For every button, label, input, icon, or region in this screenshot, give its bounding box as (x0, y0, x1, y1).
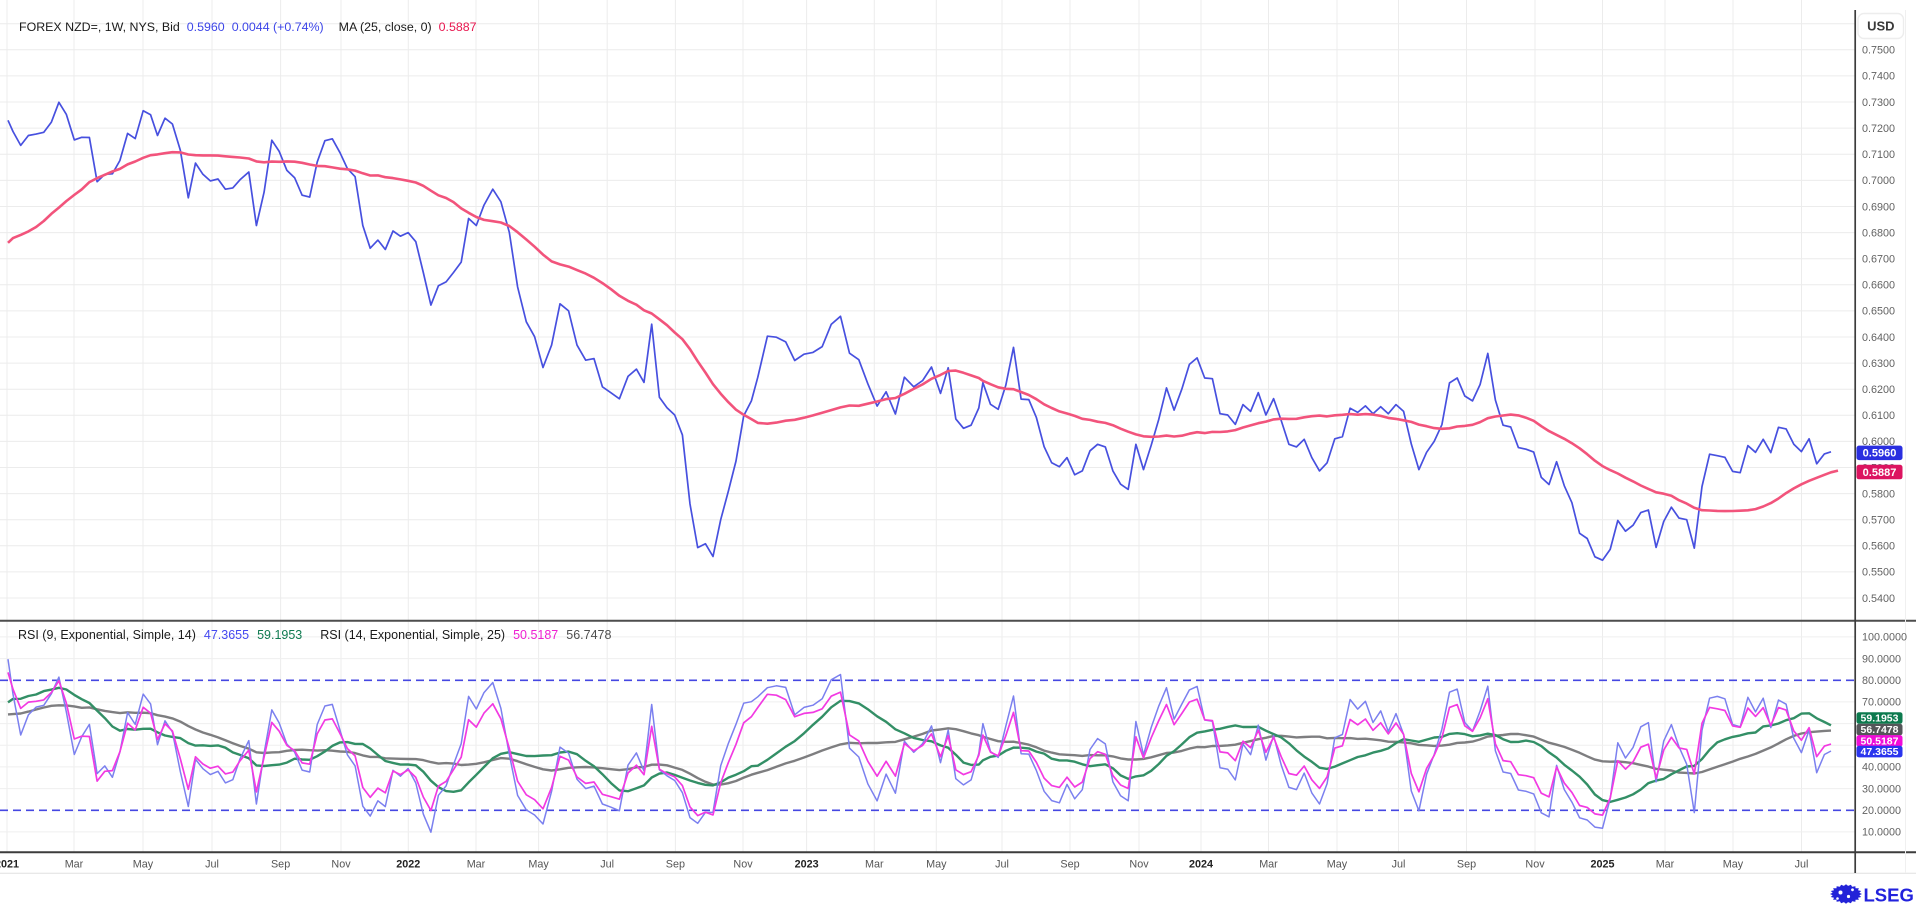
svg-text:Nov: Nov (1525, 859, 1545, 871)
svg-text:Jul: Jul (205, 859, 219, 871)
svg-text:USD: USD (1867, 19, 1894, 34)
svg-text:0.6300: 0.6300 (1862, 358, 1895, 370)
svg-text:0.5700: 0.5700 (1862, 515, 1895, 527)
svg-text:Mar: Mar (1259, 859, 1278, 871)
svg-text:0.5500: 0.5500 (1862, 567, 1895, 579)
svg-text:Nov: Nov (1129, 859, 1149, 871)
svg-text:Mar: Mar (467, 859, 486, 871)
svg-text:Mar: Mar (1656, 859, 1675, 871)
svg-text:47.3655: 47.3655 (1861, 746, 1899, 758)
svg-text:0.6000: 0.6000 (1862, 436, 1895, 448)
svg-text:0.5887: 0.5887 (1863, 467, 1897, 479)
svg-text:May: May (926, 859, 947, 871)
svg-text:Sep: Sep (666, 859, 685, 871)
svg-text:0.6700: 0.6700 (1862, 254, 1895, 266)
svg-text:59.1953: 59.1953 (1861, 713, 1899, 725)
svg-text:90.0000: 90.0000 (1862, 653, 1901, 665)
svg-text:May: May (133, 859, 154, 871)
svg-text:May: May (1327, 859, 1348, 871)
svg-text:0.7300: 0.7300 (1862, 97, 1895, 109)
svg-text:Nov: Nov (331, 859, 351, 871)
svg-text:0.7100: 0.7100 (1862, 149, 1895, 161)
svg-text:Sep: Sep (1060, 859, 1079, 871)
svg-text:2023: 2023 (795, 859, 819, 871)
svg-text:20.0000: 20.0000 (1862, 805, 1901, 817)
svg-text:40.0000: 40.0000 (1862, 762, 1901, 774)
svg-text:70.0000: 70.0000 (1862, 697, 1901, 709)
svg-text:0.6400: 0.6400 (1862, 332, 1895, 344)
svg-text:50.5187: 50.5187 (1861, 736, 1899, 748)
svg-text:LSEG: LSEG (1864, 885, 1914, 905)
svg-text:10.0000: 10.0000 (1862, 827, 1901, 839)
svg-text:2025: 2025 (1590, 859, 1614, 871)
svg-text:2021: 2021 (0, 859, 19, 871)
svg-text:Jul: Jul (995, 859, 1009, 871)
svg-text:0.5600: 0.5600 (1862, 541, 1895, 553)
svg-text:Mar: Mar (865, 859, 884, 871)
svg-text:0.5800: 0.5800 (1862, 488, 1895, 500)
svg-text:100.0000: 100.0000 (1862, 632, 1907, 644)
svg-text:0.7400: 0.7400 (1862, 71, 1895, 83)
svg-text:2022: 2022 (396, 859, 420, 871)
svg-text:Sep: Sep (271, 859, 290, 871)
svg-text:0.6200: 0.6200 (1862, 384, 1895, 396)
svg-text:Jul: Jul (600, 859, 614, 871)
svg-text:May: May (1723, 859, 1744, 871)
svg-text:2024: 2024 (1189, 859, 1213, 871)
svg-text:56.7478: 56.7478 (1861, 724, 1899, 736)
svg-text:80.0000: 80.0000 (1862, 675, 1901, 687)
svg-text:30.0000: 30.0000 (1862, 783, 1901, 795)
svg-text:0.6800: 0.6800 (1862, 227, 1895, 239)
svg-text:0.6900: 0.6900 (1862, 201, 1895, 213)
svg-text:Jul: Jul (1392, 859, 1406, 871)
svg-text:0.7500: 0.7500 (1862, 45, 1895, 57)
svg-text:Mar: Mar (65, 859, 84, 871)
svg-text:0.6600: 0.6600 (1862, 280, 1895, 292)
svg-text:May: May (528, 859, 549, 871)
svg-text:0.7000: 0.7000 (1862, 175, 1895, 187)
svg-text:0.5400: 0.5400 (1862, 593, 1895, 605)
svg-text:Jul: Jul (1795, 859, 1809, 871)
svg-text:Sep: Sep (1457, 859, 1476, 871)
svg-text:0.6500: 0.6500 (1862, 306, 1895, 318)
svg-text:0.5960: 0.5960 (1863, 448, 1897, 460)
svg-text:Nov: Nov (733, 859, 753, 871)
svg-text:0.7200: 0.7200 (1862, 123, 1895, 135)
svg-text:0.6100: 0.6100 (1862, 410, 1895, 422)
